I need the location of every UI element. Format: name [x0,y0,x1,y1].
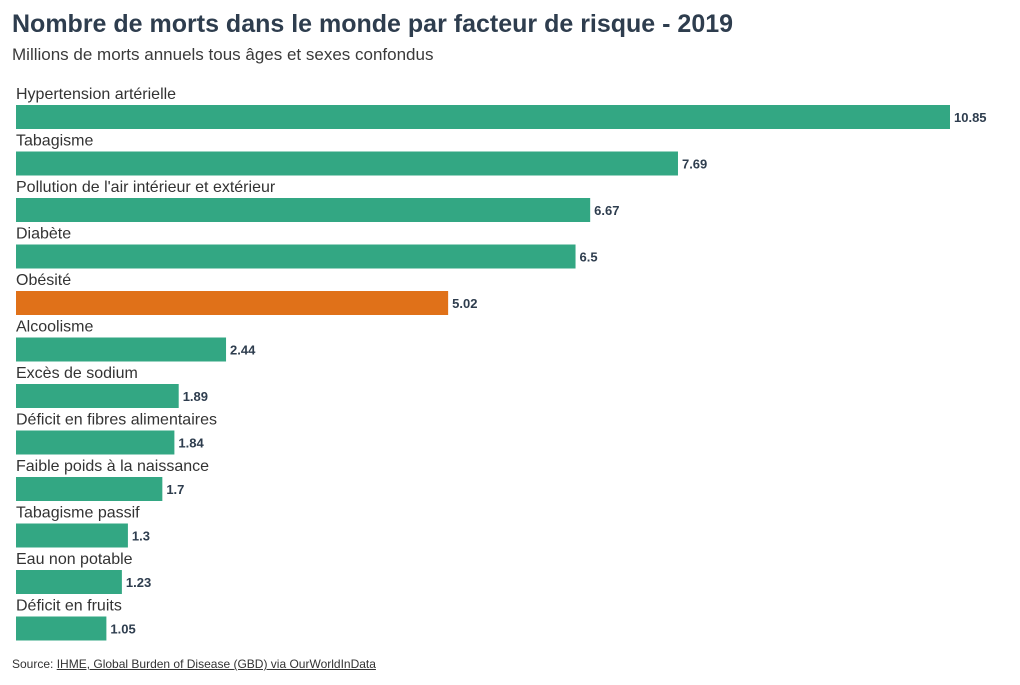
category-label: Déficit en fibres alimentaires [16,412,217,429]
bar [16,523,128,548]
category-label: Diabète [16,226,71,243]
category-label: Tabagisme [16,133,93,150]
value-label: 2.44 [230,343,256,358]
category-label: Déficit en fruits [16,598,122,615]
value-label: 7.69 [682,157,707,172]
source-prefix: Source: [12,657,57,671]
bar [16,477,163,501]
source-link[interactable]: IHME, Global Burden of Disease (GBD) via… [56,657,376,671]
category-label: Hypertension artérielle [16,86,176,103]
category-label: Eau non potable [16,551,133,568]
chart-title: Nombre de morts dans le monde par facteu… [12,10,734,38]
bar [16,105,950,129]
bar [16,291,449,315]
bar [16,570,122,594]
category-label: Faible poids à la naissance [16,458,209,475]
bar [16,616,107,641]
bar [16,151,678,176]
category-label: Alcoolisme [16,319,93,336]
value-label: 1.23 [126,575,151,590]
value-label: 1.3 [132,529,150,544]
value-label: 1.7 [166,482,184,497]
category-label: Obésité [16,272,71,289]
chart-subtitle: Millions de morts annuels tous âges et s… [12,45,434,64]
value-label: 6.5 [580,250,598,265]
category-label: Tabagisme passif [16,505,140,522]
bar [16,244,576,269]
category-label: Excès de sodium [16,365,138,382]
bar [16,198,591,222]
bar [16,430,175,455]
value-label: 1.89 [183,389,208,404]
value-label: 10.85 [954,110,987,125]
category-label: Pollution de l'air intérieur et extérieu… [16,179,276,196]
value-label: 6.67 [594,203,619,218]
bar-chart: Hypertension artérielle 10.85 Tabagisme 7.6… [16,86,987,641]
source-note: Source: IHME, Global Burden of Disease (… [12,657,376,671]
value-label: 5.02 [452,296,477,311]
bar [16,384,179,408]
bar [16,337,227,362]
value-label: 1.05 [110,622,135,637]
value-label: 1.84 [178,436,204,451]
